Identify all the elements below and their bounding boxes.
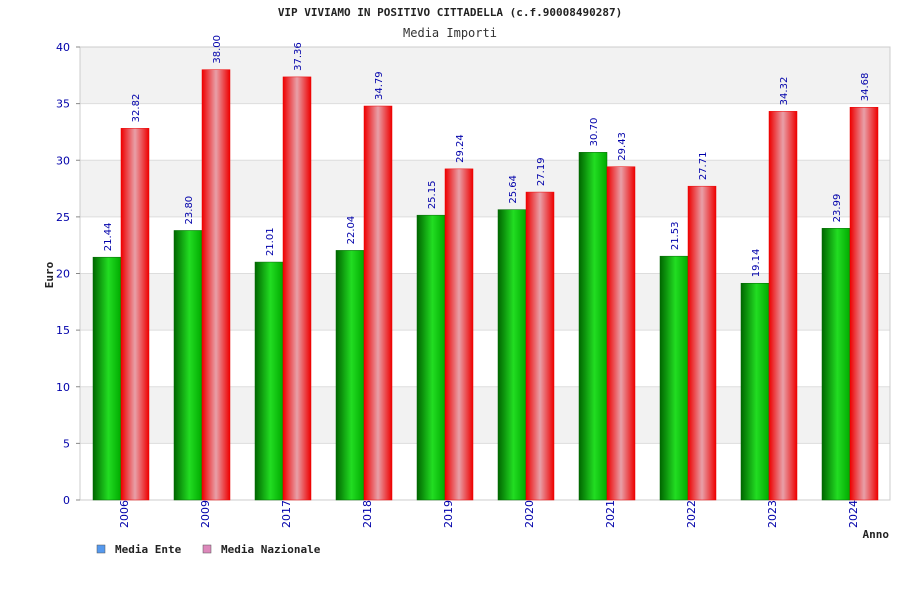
- data-label-media-ente: 19.14: [751, 249, 762, 278]
- data-label-media-nazionale: 37.36: [293, 42, 304, 71]
- legend-swatch-media-ente: [96, 544, 106, 554]
- y-tick-label: 10: [56, 381, 70, 394]
- chart-title: VIP VIVIAMO IN POSITIVO CITTADELLA (c.f.…: [278, 6, 622, 19]
- data-label-media-nazionale: 38.00: [212, 35, 223, 64]
- data-label-media-nazionale: 27.19: [536, 157, 547, 186]
- y-tick-label: 40: [56, 41, 70, 54]
- bar-media-ente: [821, 228, 851, 501]
- data-label-media-nazionale: 32.82: [131, 94, 142, 123]
- data-label-media-nazionale: 29.24: [455, 134, 466, 163]
- bar-media-nazionale: [120, 128, 150, 501]
- chart-subtitle: Media Importi: [403, 26, 497, 40]
- data-label-media-ente: 25.15: [427, 181, 438, 210]
- x-tick-label: 2021: [604, 500, 617, 528]
- bar-media-ente: [173, 230, 203, 501]
- data-label-media-nazionale: 34.79: [374, 71, 385, 100]
- data-label-media-nazionale: 27.71: [698, 152, 709, 181]
- grid-band: [80, 160, 890, 217]
- bar-media-nazionale: [525, 191, 555, 501]
- x-tick-label: 2023: [766, 500, 779, 528]
- data-label-media-nazionale: 29.43: [617, 132, 628, 161]
- legend-label-media-ente: Media Ente: [115, 543, 182, 556]
- bars: [92, 69, 879, 501]
- x-tick-label: 2022: [685, 500, 698, 528]
- bar-media-nazionale: [849, 106, 879, 501]
- y-axis-ticks: 0 5 10 15 20 25 30 35 40: [56, 41, 80, 507]
- data-label-media-ente: 30.70: [589, 118, 600, 147]
- data-label-media-nazionale: 34.32: [779, 77, 790, 106]
- bar-media-ente: [497, 209, 527, 501]
- y-tick-label: 20: [56, 268, 70, 281]
- y-tick-label: 30: [56, 154, 70, 167]
- grid-band: [80, 47, 890, 104]
- data-label-media-ente: 21.53: [670, 222, 681, 251]
- y-axis-label: Euro: [43, 261, 56, 288]
- y-tick-label: 25: [56, 211, 70, 224]
- y-tick-label: 0: [63, 494, 70, 507]
- bar-media-nazionale: [444, 168, 474, 501]
- bar-media-nazionale: [201, 69, 231, 501]
- y-tick-label: 35: [56, 98, 70, 111]
- bar-media-ente: [92, 256, 122, 501]
- data-label-media-nazionale: 34.68: [860, 73, 871, 102]
- bar-media-nazionale: [282, 76, 312, 501]
- bar-media-nazionale: [768, 111, 798, 501]
- bar-media-nazionale: [606, 166, 636, 501]
- x-tick-label: 2006: [118, 500, 131, 528]
- data-labels: 21.44 32.82 23.80 38.00 21.01 37.36 22.04 34.79…: [103, 35, 871, 277]
- x-tick-label: 2017: [280, 500, 293, 528]
- legend: Media Ente Media Nazionale: [96, 543, 321, 556]
- x-tick-label: 2019: [442, 500, 455, 528]
- data-label-media-ente: 23.80: [184, 196, 195, 225]
- x-axis-ticks: 2006 2009 2017 2018 2019 2020 2021 2022 2023 2024: [118, 500, 860, 528]
- y-tick-label: 5: [63, 437, 70, 450]
- data-label-media-ente: 21.01: [265, 227, 276, 256]
- y-tick-label: 15: [56, 324, 70, 337]
- x-tick-label: 2009: [199, 500, 212, 528]
- grid-band: [80, 103, 890, 161]
- x-axis-label: Anno: [863, 528, 890, 541]
- legend-swatch-media-nazionale: [202, 544, 212, 554]
- bar-media-ente: [578, 152, 608, 501]
- bar-media-ente: [254, 261, 284, 501]
- bar-media-nazionale: [363, 105, 393, 501]
- data-label-media-ente: 21.44: [103, 223, 114, 252]
- legend-label-media-nazionale: Media Nazionale: [221, 543, 321, 556]
- bar-media-ente: [659, 255, 689, 501]
- bar-media-ente: [740, 282, 770, 501]
- data-label-media-ente: 23.99: [832, 194, 843, 223]
- x-tick-label: 2020: [523, 500, 536, 528]
- data-label-media-ente: 22.04: [346, 216, 357, 245]
- x-tick-label: 2024: [847, 500, 860, 528]
- bar-media-ente: [335, 250, 365, 501]
- bar-media-ente: [416, 214, 446, 501]
- data-label-media-ente: 25.64: [508, 175, 519, 204]
- bar-media-nazionale: [687, 185, 717, 501]
- x-tick-label: 2018: [361, 500, 374, 528]
